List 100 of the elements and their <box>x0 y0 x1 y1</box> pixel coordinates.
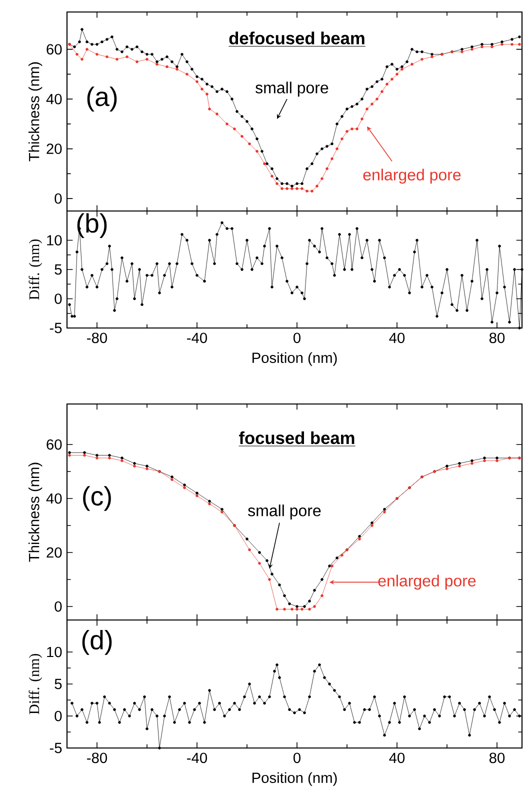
text: defocused beam <box>229 32 364 44</box>
y-tick-label: 0 <box>54 710 62 722</box>
point <box>383 510 386 514</box>
y-tick-label: 0 <box>54 601 62 612</box>
series-label: small pore <box>248 504 321 520</box>
y-tick-label: 5 <box>54 678 62 690</box>
point <box>458 464 461 468</box>
y-axis-title: Diff. (nm) <box>28 654 42 714</box>
point <box>370 524 374 527</box>
x-axis-title: Position (nm) <box>252 352 337 366</box>
x-tick-label: -80 <box>87 332 108 344</box>
point <box>183 486 186 490</box>
point <box>196 494 198 498</box>
point <box>108 456 111 460</box>
x-tick-label: 80 <box>489 332 505 344</box>
point <box>336 556 338 560</box>
y-tick-label: 0 <box>54 294 62 304</box>
point <box>446 464 448 468</box>
y-axis-title: Thickness (nm) <box>28 62 42 162</box>
point <box>246 538 248 540</box>
point <box>308 600 311 602</box>
point <box>270 572 274 576</box>
point <box>68 454 71 457</box>
point <box>120 456 124 460</box>
point <box>276 608 278 611</box>
annotation: (d) <box>82 630 112 655</box>
point <box>358 534 361 538</box>
x-tick-label: 0 <box>293 332 300 344</box>
annotation: (b) <box>77 213 107 238</box>
x-tick-label: 80 <box>489 752 505 764</box>
y-tick-label: 20 <box>46 144 62 154</box>
y-tick-label: 20 <box>46 547 62 558</box>
point <box>296 608 298 611</box>
point <box>328 564 331 568</box>
point <box>146 464 148 468</box>
point <box>320 594 324 598</box>
point <box>296 605 298 608</box>
point <box>170 475 174 478</box>
point <box>383 508 386 511</box>
point <box>446 467 448 470</box>
point <box>496 459 498 462</box>
point <box>470 462 474 465</box>
y-tick-label: 40 <box>46 493 62 504</box>
point <box>358 538 361 540</box>
point <box>266 559 268 562</box>
y-axis-title: Diff. (nm) <box>28 240 42 300</box>
annotation: (a) <box>87 86 117 112</box>
y-tick-label: 60 <box>46 439 62 450</box>
x-axis-title: Position (nm) <box>252 772 337 786</box>
point <box>146 467 148 470</box>
point <box>288 602 291 606</box>
point <box>290 608 294 611</box>
point <box>208 502 211 506</box>
y-tick-label: 60 <box>46 44 62 55</box>
y-tick-label: -5 <box>50 742 62 754</box>
point <box>258 551 261 554</box>
point <box>496 456 498 460</box>
x-tick-label: -40 <box>187 332 208 344</box>
point <box>340 554 344 557</box>
point <box>283 594 286 598</box>
y-tick-label: -5 <box>50 322 62 334</box>
point <box>258 562 261 565</box>
point <box>183 484 186 486</box>
point <box>483 459 486 462</box>
x-tick-label: 0 <box>293 752 300 764</box>
point <box>330 564 334 568</box>
x-tick-label: 40 <box>389 332 405 344</box>
point <box>303 605 306 608</box>
annotation: (c) <box>83 486 111 511</box>
point <box>278 583 281 586</box>
point <box>108 454 111 457</box>
point <box>170 478 174 481</box>
y-tick-label: 5 <box>54 264 62 275</box>
x-tick-label: 40 <box>389 752 405 764</box>
point <box>68 451 71 454</box>
point <box>196 492 198 494</box>
x-tick-label: -40 <box>187 752 208 764</box>
point <box>268 578 271 581</box>
y-tick-label: 10 <box>47 646 62 658</box>
y-tick-label: 0 <box>54 193 62 204</box>
point <box>313 605 316 608</box>
point <box>220 508 224 511</box>
point <box>220 510 224 514</box>
point <box>283 608 286 611</box>
text: focused beam <box>239 431 354 444</box>
point <box>300 608 304 611</box>
x-tick-label: -80 <box>87 752 108 764</box>
point <box>133 462 136 465</box>
point <box>370 521 374 524</box>
point <box>483 456 486 460</box>
point <box>83 454 86 457</box>
series-label: small pore <box>256 82 328 97</box>
y-tick-label: 40 <box>46 94 62 104</box>
y-axis-title: Thickness (nm) <box>28 462 42 562</box>
point <box>208 500 211 503</box>
point <box>120 459 124 462</box>
legend-label: enlarged pore <box>363 168 461 184</box>
point <box>320 578 324 581</box>
point <box>96 456 98 460</box>
point <box>470 459 474 462</box>
